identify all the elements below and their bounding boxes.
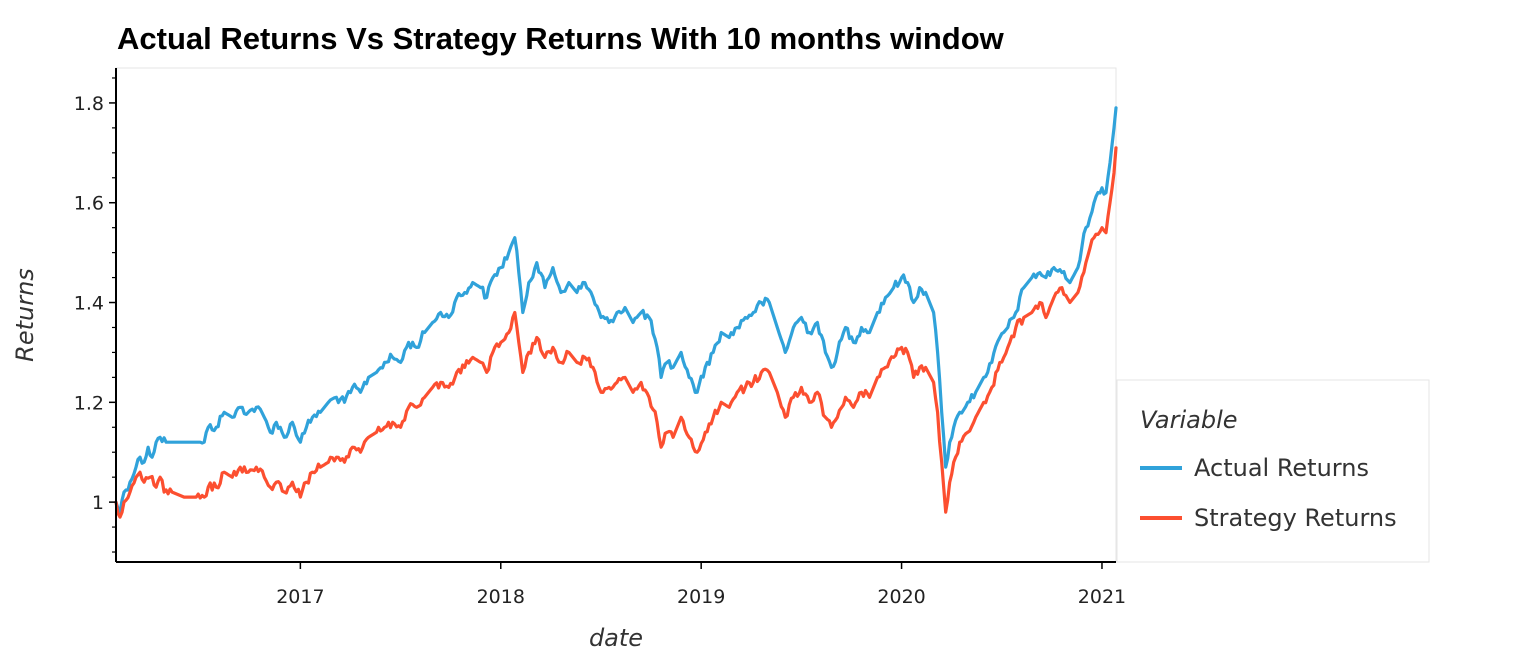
x-axis-label: date xyxy=(589,624,643,652)
x-tick-label: 2019 xyxy=(677,586,725,608)
y-tick-label: 1.6 xyxy=(74,193,104,215)
legend-box xyxy=(1116,379,1430,563)
y-tick-label: 1.8 xyxy=(74,93,104,115)
legend: Variable Actual Returns Strategy Returns xyxy=(1116,379,1430,563)
chart-title: Actual Returns Vs Strategy Returns With … xyxy=(117,21,1005,56)
y-axis: 1 1.2 1.4 1.6 1.8 xyxy=(74,68,117,562)
x-axis: 2017 2018 2019 2020 2021 xyxy=(116,561,1126,608)
series-layer xyxy=(114,106,1118,519)
legend-label-actual-returns: Actual Returns xyxy=(1194,454,1369,482)
series-line-actual-returns xyxy=(114,106,1118,514)
legend-label-strategy-returns: Strategy Returns xyxy=(1194,504,1397,532)
y-tick-label: 1.2 xyxy=(74,392,104,414)
series-line-strategy-returns xyxy=(114,146,1118,519)
y-tick-label: 1.4 xyxy=(74,293,104,315)
x-tick-label: 2017 xyxy=(276,586,324,608)
x-tick-label: 2021 xyxy=(1078,586,1126,608)
x-tick-label: 2020 xyxy=(877,586,925,608)
x-tick-label: 2018 xyxy=(477,586,525,608)
legend-title: Variable xyxy=(1140,406,1238,434)
y-axis-label: Returns xyxy=(11,268,39,362)
y-tick-label: 1 xyxy=(92,492,104,514)
